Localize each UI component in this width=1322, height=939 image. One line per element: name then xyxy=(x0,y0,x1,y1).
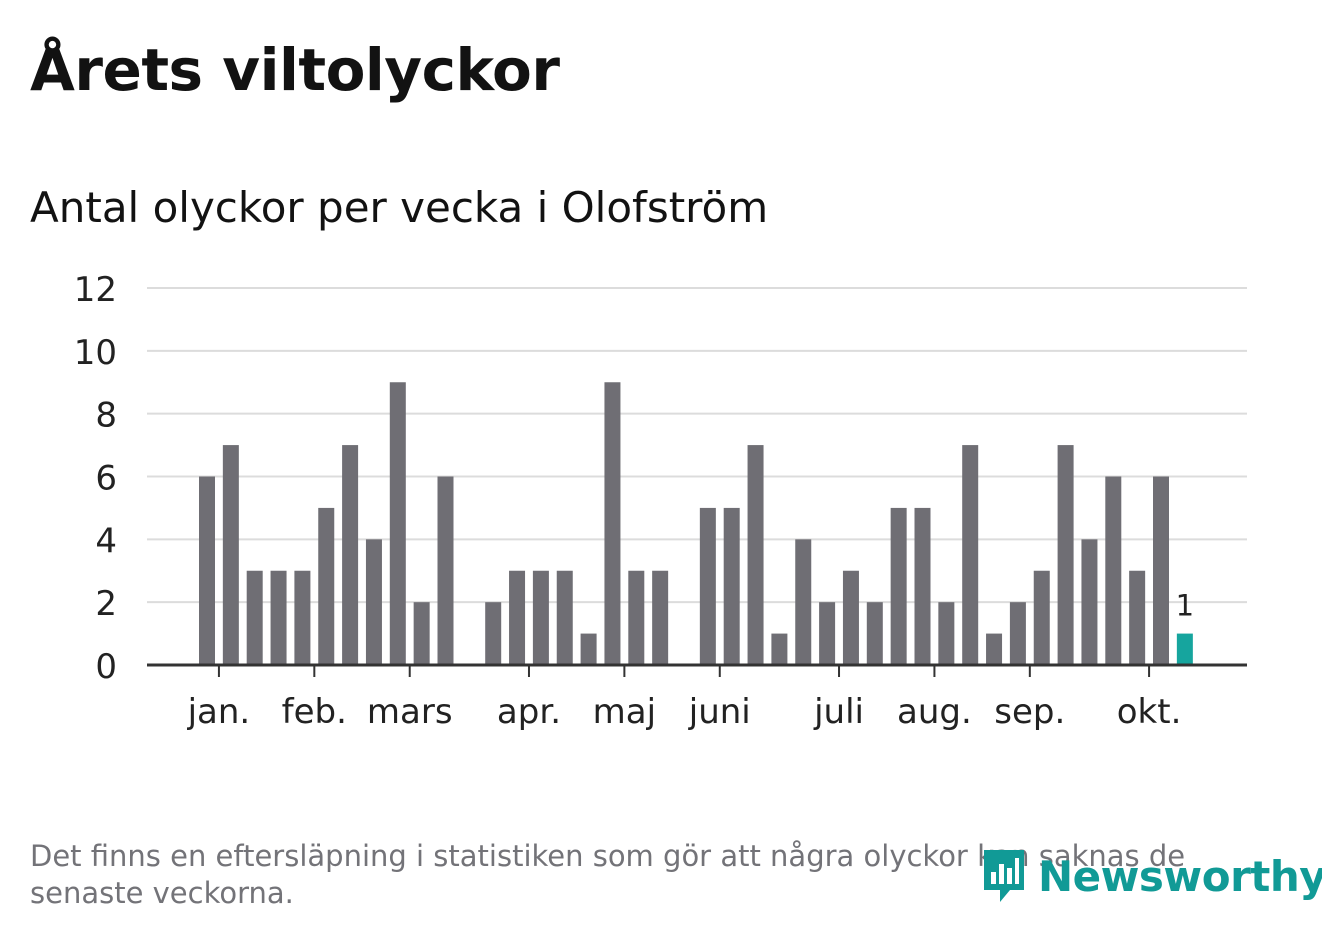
chart-title: Årets viltolyckor xyxy=(30,36,560,104)
bar xyxy=(532,570,549,665)
bar xyxy=(1129,570,1146,665)
bar xyxy=(795,539,812,665)
x-tick-label: feb. xyxy=(282,692,347,730)
bar xyxy=(699,507,716,665)
newsworthy-logo: Newsworthy xyxy=(980,846,1322,906)
bar xyxy=(1057,445,1074,665)
bar xyxy=(365,539,382,665)
bar xyxy=(986,633,1003,665)
x-tick-label: jan. xyxy=(187,692,251,730)
y-tick-label: 2 xyxy=(95,584,117,624)
bar xyxy=(890,507,907,665)
bar xyxy=(413,602,430,665)
bar xyxy=(556,570,573,665)
x-tick-label: sep. xyxy=(994,692,1065,730)
bar xyxy=(914,507,931,665)
y-tick-label: 8 xyxy=(95,396,117,436)
bar xyxy=(342,445,359,665)
x-axis-ticks: jan. feb. mars apr. maj juni juli aug. sep. okt. xyxy=(187,665,1182,730)
bar xyxy=(604,382,621,665)
bar xyxy=(1009,602,1026,665)
x-tick-label: maj xyxy=(593,692,656,730)
bar xyxy=(723,507,740,665)
bar xyxy=(199,476,215,665)
bar xyxy=(509,570,526,665)
bar xyxy=(938,602,955,665)
bar xyxy=(819,602,836,665)
y-tick-label: 12 xyxy=(74,270,117,310)
bar xyxy=(246,570,263,665)
bar xyxy=(962,445,979,665)
bar-chart-icon xyxy=(984,850,1024,902)
bar xyxy=(652,570,669,665)
y-tick-label: 4 xyxy=(95,521,117,561)
x-tick-label: mars xyxy=(367,692,453,730)
chart-subtitle: Antal olyckor per vecka i Olofström xyxy=(30,183,769,232)
y-axis-ticks: 0 2 4 6 8 10 12 xyxy=(74,270,117,687)
bar xyxy=(318,507,335,665)
y-tick-label: 10 xyxy=(74,333,117,373)
bar xyxy=(1153,476,1169,665)
bar xyxy=(270,570,287,665)
bar xyxy=(866,602,883,665)
bar xyxy=(771,633,788,665)
bar xyxy=(842,570,859,665)
bar xyxy=(437,476,454,665)
bar xyxy=(294,570,311,665)
y-tick-label: 0 xyxy=(95,647,117,687)
bar xyxy=(389,382,406,665)
bar xyxy=(1105,476,1122,665)
x-tick-label: juni xyxy=(688,692,751,730)
x-tick-label: juli xyxy=(813,692,864,730)
bar xyxy=(1081,539,1098,665)
data-label: 1 xyxy=(1176,589,1194,623)
bar xyxy=(628,570,645,665)
y-tick-label: 6 xyxy=(95,459,117,499)
bar xyxy=(747,445,764,665)
x-tick-label: aug. xyxy=(897,692,972,730)
bar-latest-week xyxy=(1176,633,1193,665)
logo-text: Newsworthy xyxy=(1038,851,1322,901)
bar xyxy=(1033,570,1050,665)
bar xyxy=(580,633,597,665)
bar-chart: 0 2 4 6 8 10 12 1 jan. feb. mars apr. maj juni juli a… xyxy=(74,270,1247,730)
x-tick-label: okt. xyxy=(1117,692,1182,730)
x-tick-label: apr. xyxy=(497,692,561,730)
bar xyxy=(485,602,502,665)
bar xyxy=(222,445,239,665)
bars: 1 xyxy=(199,382,1194,665)
